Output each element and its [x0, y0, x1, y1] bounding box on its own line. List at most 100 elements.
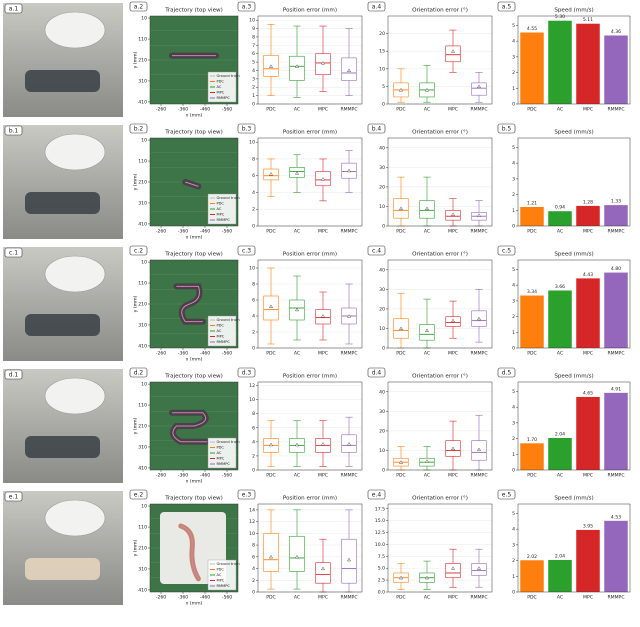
y-tick-label: 0: [382, 468, 385, 474]
legend-label: AC: [217, 85, 222, 89]
mean-marker: [347, 557, 351, 562]
panel-label-box: [237, 245, 256, 256]
legend-label: Ground truth: [217, 318, 240, 322]
y-tick-label: 8: [252, 156, 255, 162]
chart-title: Speed (mm/s): [554, 130, 593, 136]
x-tick-label: AC: [294, 107, 300, 113]
y-tick-label: 17.5: [375, 506, 385, 512]
x-tick-label: -460: [200, 351, 211, 357]
y-tick-label: 20: [379, 31, 385, 37]
y-tick-label: 4: [252, 190, 255, 196]
mean-marker: [347, 68, 351, 72]
chart-title: Trajectory (top view): [164, 496, 223, 502]
y-tick-label: 12: [249, 383, 255, 389]
x-tick-label: AC: [557, 473, 563, 479]
box: [445, 563, 461, 579]
panel-label: a.1: [9, 5, 19, 12]
y-tick-label: 5: [512, 23, 515, 29]
y-tick-label: 4: [252, 439, 255, 445]
y-tick-label: 0.0: [378, 590, 385, 596]
y-tick-label: 110: [138, 403, 147, 409]
x-tick-label: MPC: [583, 595, 593, 601]
y-tick-label: 30: [379, 287, 385, 293]
plot-frame: [257, 381, 363, 471]
legend-label: PDC: [217, 446, 225, 450]
y-tick-label: 110: [138, 37, 147, 43]
x-tick-label: PDC: [396, 229, 406, 235]
bar: [576, 205, 600, 226]
x-tick-label: RMMPC: [340, 473, 357, 479]
x-tick-label: RMMPC: [470, 229, 487, 235]
x-tick-label: PDC: [266, 595, 276, 601]
trajectory-path-overlay: [185, 181, 199, 187]
y-tick-label: 310: [138, 566, 147, 572]
x-tick-label: MPC: [448, 351, 458, 357]
bar: [576, 529, 600, 592]
value-label: 1.70: [527, 437, 537, 443]
panel-label-box: [237, 367, 256, 378]
y-tick-label: 4: [512, 405, 515, 411]
y-tick-label: 10: [249, 140, 255, 146]
mean-marker: [321, 442, 325, 446]
value-label: 4.91: [611, 386, 621, 392]
mean-marker: [295, 171, 299, 175]
x-tick-label: RMMPC: [340, 229, 357, 235]
x-tick-label: PDC: [527, 473, 537, 479]
bar: [520, 560, 544, 592]
x-axis-label: x (mm): [186, 479, 203, 485]
chart-title: Orientation error (°): [412, 252, 468, 258]
legend-label: Ground truth: [217, 196, 240, 200]
x-tick-label: RMMPC: [607, 473, 624, 479]
y-tick-label: 0: [252, 102, 255, 108]
legend-label: Ground truth: [217, 562, 240, 566]
y-tick-label: 3: [512, 542, 515, 548]
y-tick-label: 12: [249, 519, 255, 525]
x-tick-label: AC: [294, 595, 300, 601]
y-tick-label: 10: [141, 16, 147, 22]
photo-robot: [44, 499, 106, 537]
y-tick-label: 210: [138, 180, 147, 186]
photo-object: [25, 70, 100, 92]
box: [289, 55, 305, 81]
y-axis-label: y (mm): [133, 51, 139, 68]
x-tick-label: MPC: [448, 473, 458, 479]
plot-frame: [257, 503, 363, 593]
y-tick-label: 0: [512, 346, 515, 352]
bar: [520, 206, 544, 226]
value-label: 4.43: [583, 272, 593, 278]
mean-marker: [269, 442, 273, 447]
chart-title: Orientation error (°): [412, 496, 468, 502]
y-tick-label: 210: [138, 58, 147, 64]
legend-label: MPC: [217, 213, 225, 217]
y-tick-label: 0: [512, 224, 515, 230]
plot-frame: [387, 137, 493, 227]
y-tick-label: 310: [138, 322, 147, 328]
mean-marker: [451, 212, 455, 216]
x-tick-label: MPC: [448, 595, 458, 601]
y-tick-label: 20: [379, 428, 385, 434]
panel-label-box: [4, 369, 23, 380]
photo-robot: [44, 11, 106, 49]
y-axis-label: y (mm): [133, 539, 139, 556]
x-tick-label: PDC: [396, 351, 406, 357]
y-tick-label: 2: [512, 436, 515, 442]
value-label: 1.33: [611, 199, 621, 205]
value-label: 4.55: [527, 26, 537, 32]
mean-marker: [321, 566, 325, 571]
value-label: 1.21: [527, 200, 537, 206]
value-label: 2.04: [555, 553, 565, 559]
x-tick-label: -560: [222, 351, 233, 357]
y-tick-label: 210: [138, 302, 147, 308]
x-tick-label: RMMPC: [607, 229, 624, 235]
value-label: 4.65: [583, 390, 593, 396]
y-tick-label: 1: [512, 208, 515, 214]
y-tick-label: 14: [249, 507, 255, 513]
panel-label: b.5: [502, 125, 512, 132]
x-tick-label: -260: [156, 595, 167, 601]
mean-marker: [477, 316, 481, 321]
chart-title: Speed (mm/s): [554, 8, 593, 14]
y-tick-label: 4: [512, 283, 515, 289]
plot-frame: [387, 381, 493, 471]
panel-label: e.2: [134, 491, 144, 498]
